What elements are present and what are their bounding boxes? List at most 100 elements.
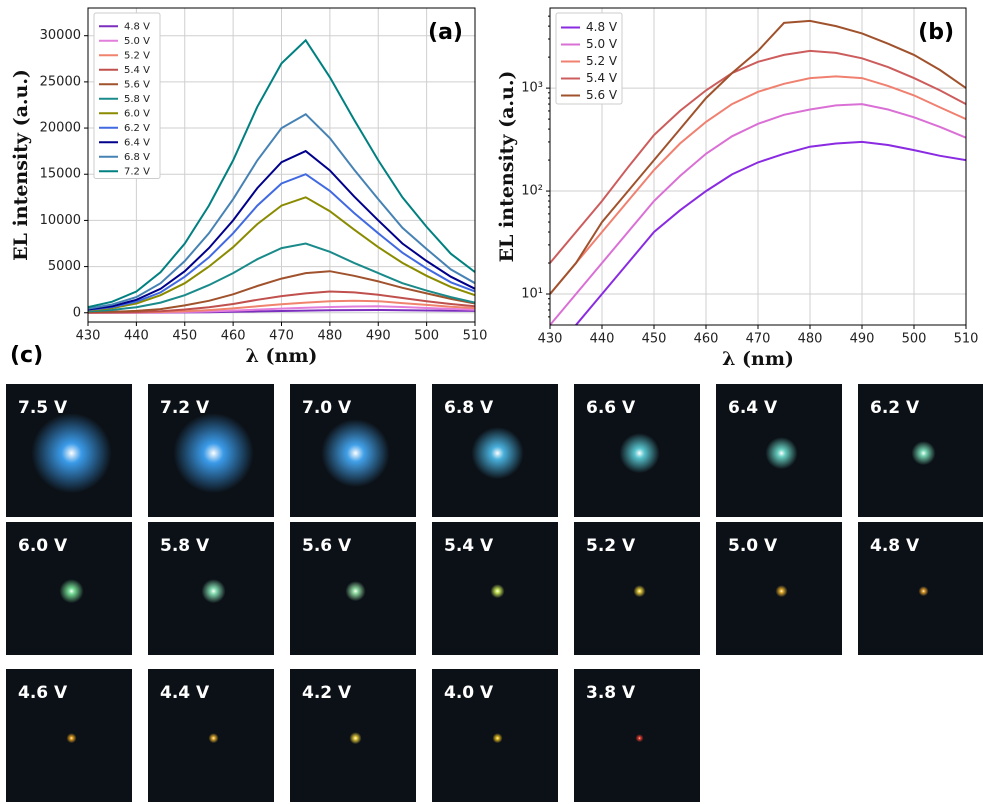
line-series xyxy=(88,196,475,312)
x-tick-label: 430 xyxy=(538,332,563,347)
glow xyxy=(201,579,226,604)
glow xyxy=(345,581,366,602)
line-series xyxy=(88,149,475,311)
photo-label: 4.8 V xyxy=(870,536,920,556)
photo-label: 7.2 V xyxy=(160,398,210,418)
photo-label: 3.8 V xyxy=(586,683,636,703)
legend-label: 5.8 V xyxy=(124,94,150,105)
plot-frame xyxy=(549,7,967,326)
legend-label: 6.0 V xyxy=(124,108,150,119)
glow xyxy=(349,732,362,745)
panel-label: (a) xyxy=(428,20,463,45)
panel-label: (c) xyxy=(10,343,43,368)
x-tick-label: 450 xyxy=(172,329,197,344)
photo-label: 6.2 V xyxy=(870,398,920,418)
glow xyxy=(208,733,219,744)
photo-label: 6.8 V xyxy=(444,398,494,418)
photo-label: 7.0 V xyxy=(302,398,352,418)
y-tick-label: 15000 xyxy=(40,167,81,182)
x-tick-label: 470 xyxy=(269,329,294,344)
legend-label: 5.0 V xyxy=(586,37,618,51)
legend-label: 5.4 V xyxy=(124,65,150,76)
panel-label: (b) xyxy=(918,20,954,45)
photo-label: 4.6 V xyxy=(18,683,68,703)
legend-label: 4.8 V xyxy=(586,20,618,34)
legend-label: 6.4 V xyxy=(124,137,150,148)
x-tick-label: 430 xyxy=(76,329,101,344)
photo-label: 4.4 V xyxy=(160,683,210,703)
y-tick-label: 10² xyxy=(521,184,543,199)
series-group xyxy=(88,38,475,314)
x-tick-label: 450 xyxy=(642,332,667,347)
series-group xyxy=(550,19,966,325)
line-series xyxy=(550,103,966,325)
glow xyxy=(635,734,644,743)
line-series xyxy=(88,290,475,314)
x-tick-label: 460 xyxy=(694,332,719,347)
line-series xyxy=(88,112,475,310)
glow xyxy=(765,437,798,470)
glow xyxy=(173,413,254,494)
line-series xyxy=(88,173,475,311)
y-axis-label: EL intensity (a.u.) xyxy=(496,71,518,263)
legend-label: 5.2 V xyxy=(124,50,150,61)
x-tick-label: 440 xyxy=(124,329,149,344)
photo-label: 5.2 V xyxy=(586,536,636,556)
legend-label: 5.6 V xyxy=(586,88,618,102)
glow xyxy=(31,413,112,494)
photo-label: 5.6 V xyxy=(302,536,352,556)
photo-label: 5.8 V xyxy=(160,536,210,556)
glow xyxy=(490,584,505,599)
glow xyxy=(911,441,936,466)
glow xyxy=(775,585,788,598)
legend-label: 5.2 V xyxy=(586,54,618,68)
line-series xyxy=(88,242,475,313)
legend-label: 5.0 V xyxy=(124,36,150,47)
x-tick-label: 470 xyxy=(746,332,771,347)
x-tick-label: 440 xyxy=(590,332,615,347)
y-tick-label: 20000 xyxy=(40,121,81,136)
line-series xyxy=(550,49,966,264)
legend-label: 6.2 V xyxy=(124,123,150,134)
glow xyxy=(633,585,646,598)
legend-box xyxy=(555,12,623,105)
photo-label: 5.4 V xyxy=(444,536,494,556)
y-axis-label: EL intensity (a.u.) xyxy=(10,69,32,261)
glow xyxy=(918,586,929,597)
glow xyxy=(321,419,390,488)
photo-label: 6.4 V xyxy=(728,398,778,418)
x-tick-label: 500 xyxy=(902,332,927,347)
line-series xyxy=(550,19,966,295)
photo-label: 7.5 V xyxy=(18,398,68,418)
photo-label: 6.6 V xyxy=(586,398,636,418)
glow xyxy=(471,427,524,480)
x-tick-label: 490 xyxy=(366,329,391,344)
x-tick-label: 490 xyxy=(850,332,875,347)
photo-label: 6.0 V xyxy=(18,536,68,556)
line-series xyxy=(550,75,966,295)
line-series xyxy=(88,38,475,309)
plot-frame xyxy=(87,7,476,323)
glow xyxy=(619,433,660,474)
legend-label: 5.4 V xyxy=(586,71,618,85)
legend-label: 6.8 V xyxy=(124,152,150,163)
photo-label: 5.0 V xyxy=(728,536,778,556)
x-tick-label: 510 xyxy=(954,332,979,347)
x-tick-label: 480 xyxy=(798,332,823,347)
line-series xyxy=(88,270,475,314)
legend-label: 5.6 V xyxy=(124,79,150,90)
x-tick-label: 510 xyxy=(463,329,488,344)
y-tick-label: 0 xyxy=(73,305,81,320)
photo-label: 4.2 V xyxy=(302,683,352,703)
y-tick-label: 10¹ xyxy=(521,287,543,302)
legend-label: 7.2 V xyxy=(124,166,150,177)
legend-label: 4.8 V xyxy=(124,21,150,32)
x-tick-label: 460 xyxy=(221,329,246,344)
x-axis-label: λ (nm) xyxy=(246,345,318,367)
y-tick-label: 10000 xyxy=(40,213,81,228)
photo-label: 4.0 V xyxy=(444,683,494,703)
x-tick-label: 500 xyxy=(414,329,439,344)
y-tick-label: 5000 xyxy=(48,259,81,274)
y-tick-label: 25000 xyxy=(40,74,81,89)
